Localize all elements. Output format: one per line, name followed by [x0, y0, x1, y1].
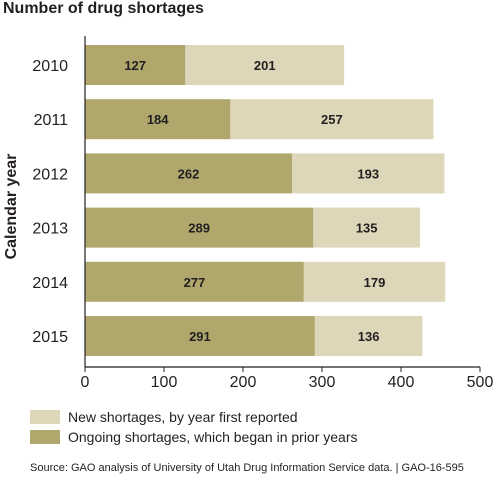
- bar-new-2013: [313, 207, 420, 248]
- bar-new-2011: [230, 99, 434, 140]
- bar-ongoing-2014: [85, 261, 304, 302]
- source-note: Source: GAO analysis of University of Ut…: [30, 462, 464, 474]
- data-label-new-2014: 179: [364, 275, 386, 290]
- bar-new-2014: [303, 261, 446, 302]
- data-label-ongoing-2010: 127: [124, 58, 146, 73]
- bar-ongoing-2010: [85, 45, 186, 85]
- x-tick-label-100: 100: [151, 374, 178, 391]
- bar-new-2010: [185, 45, 345, 85]
- x-tick-label-400: 400: [388, 374, 415, 391]
- data-label-new-2013: 135: [356, 221, 378, 236]
- bar-new-2012: [291, 153, 445, 194]
- y-tick-label-2011: 2011: [34, 112, 69, 129]
- data-label-new-2015: 136: [358, 329, 380, 344]
- bar-ongoing-2013: [85, 207, 314, 248]
- x-tick-label-0: 0: [81, 374, 90, 391]
- chart-title: Number of drug shortages: [3, 0, 204, 17]
- x-tick-label-300: 300: [309, 374, 336, 391]
- data-label-ongoing-2014: 277: [184, 275, 206, 290]
- x-tick-label-200: 200: [230, 374, 257, 391]
- data-label-ongoing-2011: 184: [147, 112, 169, 127]
- data-label-ongoing-2015: 291: [189, 329, 211, 344]
- y-tick-label-2015: 2015: [32, 329, 68, 346]
- y-tick-label-2012: 2012: [32, 166, 68, 183]
- bars-group: 127 201 184 257 262 193 289 135 277 179 291 136: [85, 45, 446, 356]
- legend-swatch-ongoing: [30, 430, 60, 444]
- bar-ongoing-2011: [85, 99, 231, 140]
- y-tick-label-2014: 2014: [32, 275, 68, 292]
- legend-item-new: New shortages, by year first reported: [30, 409, 298, 425]
- legend-item-ongoing: Ongoing shortages, which began in prior …: [30, 429, 358, 445]
- y-tick-label-2010: 2010: [32, 58, 68, 75]
- bar-chart: 127 201 184 257 262 193 289 135 277 179 291 136 201…: [3, 36, 493, 391]
- data-label-new-2012: 193: [357, 166, 379, 181]
- axes-group: 2010 2011 2012 2013 2014 2015 0 100 200 300 400 500…: [3, 36, 493, 391]
- legend-swatch-new: [30, 410, 60, 424]
- legend-label-ongoing: Ongoing shortages, which began in prior …: [68, 429, 358, 445]
- data-label-new-2011: 257: [321, 112, 343, 127]
- legend-label-new: New shortages, by year first reported: [68, 409, 298, 425]
- data-label-new-2010: 201: [254, 58, 276, 73]
- y-axis-title: Calendar year: [3, 154, 20, 260]
- bar-ongoing-2015: [85, 316, 315, 356]
- data-label-ongoing-2012: 262: [178, 166, 200, 181]
- bar-ongoing-2012: [85, 153, 292, 194]
- x-tick-label-500: 500: [467, 374, 494, 391]
- y-tick-label-2013: 2013: [32, 221, 68, 238]
- data-label-ongoing-2013: 289: [188, 221, 210, 236]
- bar-new-2015: [314, 316, 423, 356]
